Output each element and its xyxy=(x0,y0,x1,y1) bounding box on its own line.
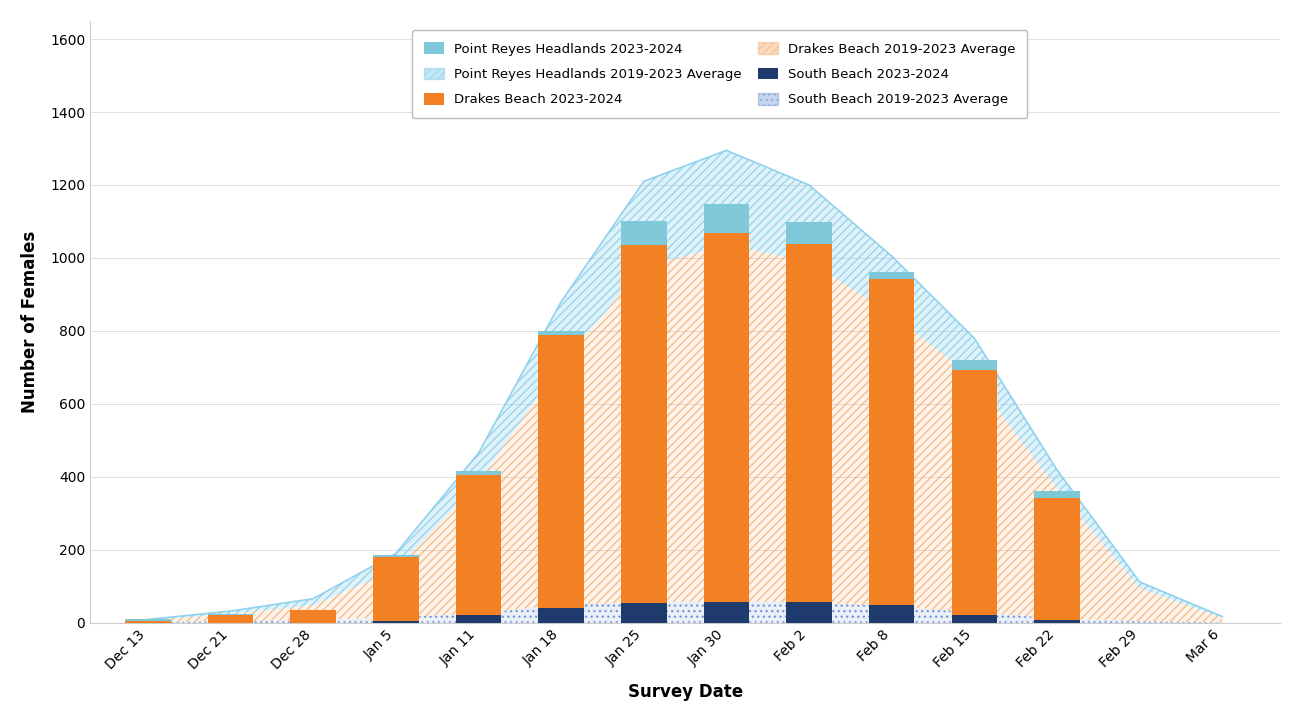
Bar xyxy=(704,601,749,623)
Bar xyxy=(539,331,584,334)
Bar xyxy=(704,204,749,233)
Bar xyxy=(290,610,336,623)
Bar xyxy=(704,233,749,601)
Bar xyxy=(455,615,501,623)
Bar xyxy=(951,370,997,614)
Bar xyxy=(208,614,254,615)
Bar xyxy=(869,605,915,623)
Bar xyxy=(869,272,915,279)
Bar xyxy=(539,334,584,608)
Bar xyxy=(373,555,419,557)
Bar xyxy=(373,621,419,623)
Bar xyxy=(208,615,254,623)
Bar xyxy=(1034,497,1080,619)
Bar xyxy=(621,222,666,245)
Bar xyxy=(621,603,666,623)
Bar xyxy=(373,557,419,621)
Bar xyxy=(1034,491,1080,497)
Bar xyxy=(455,471,501,475)
Bar xyxy=(786,601,831,623)
Bar xyxy=(125,621,170,623)
Legend: Point Reyes Headlands 2023-2024, Point Reyes Headlands 2019-2023 Average, Drakes: Point Reyes Headlands 2023-2024, Point R… xyxy=(412,30,1028,118)
Bar xyxy=(951,360,997,370)
Bar xyxy=(869,279,915,605)
Bar xyxy=(621,245,666,603)
Bar xyxy=(786,244,831,601)
Bar xyxy=(539,608,584,623)
Bar xyxy=(1034,619,1080,623)
Bar xyxy=(455,475,501,615)
X-axis label: Survey Date: Survey Date xyxy=(627,683,743,701)
Y-axis label: Number of Females: Number of Females xyxy=(21,230,39,413)
Bar xyxy=(125,619,170,621)
Bar xyxy=(786,222,831,244)
Bar xyxy=(951,614,997,623)
